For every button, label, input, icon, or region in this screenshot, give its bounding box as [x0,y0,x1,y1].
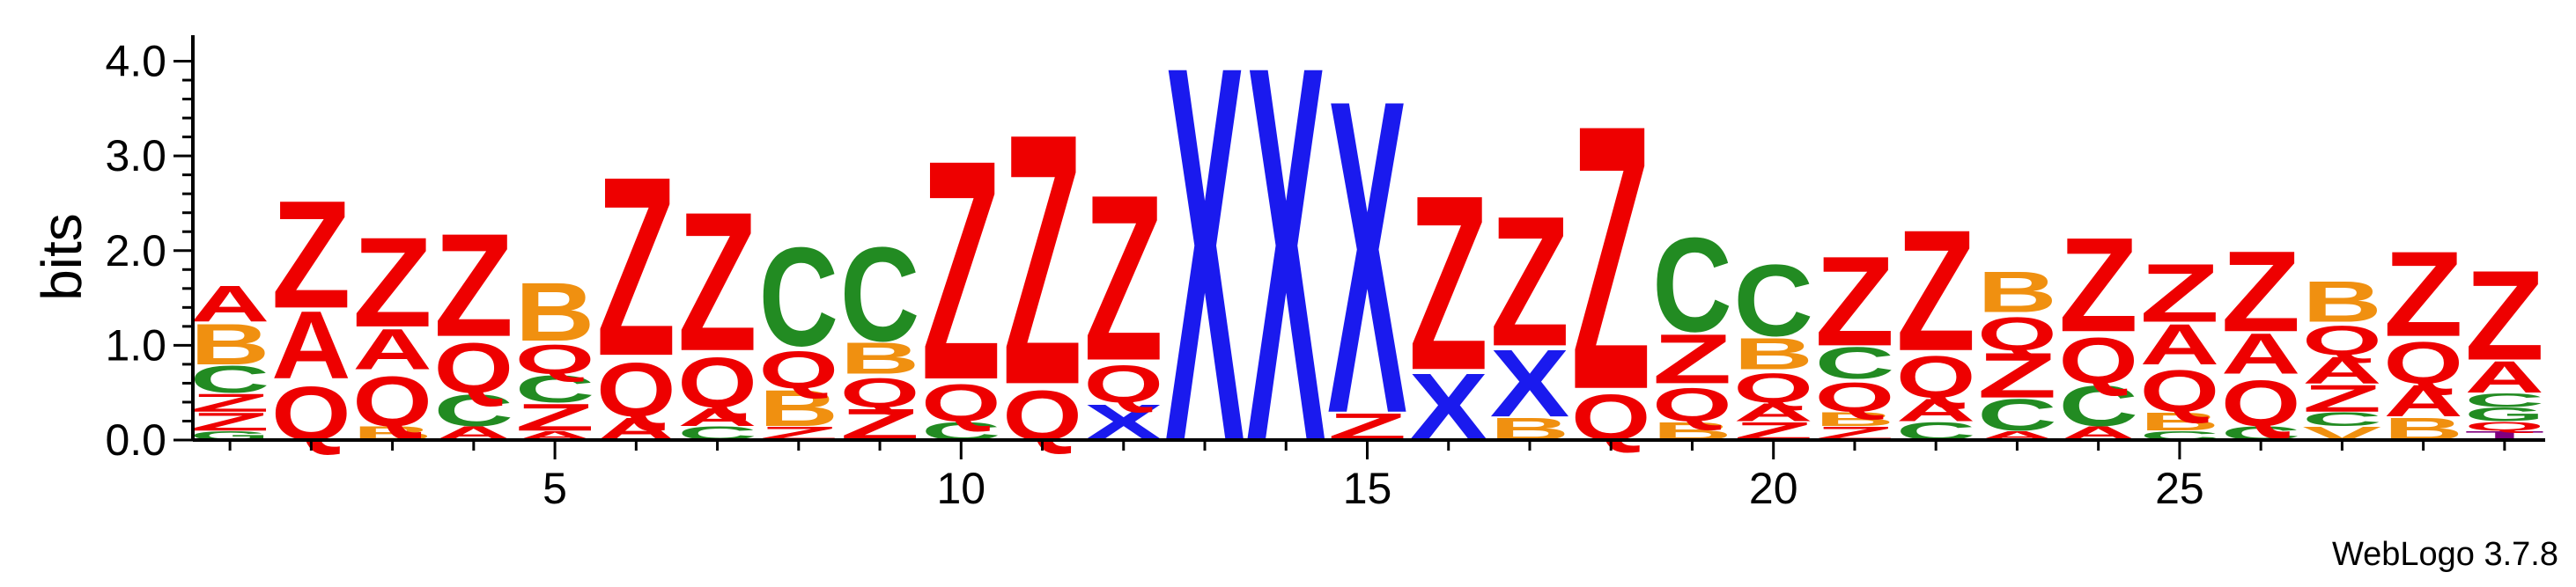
logo-letter-B: B [1977,260,2056,325]
logo-letter-Z: Z [1652,319,1731,398]
y-axis-label: bits [30,213,93,301]
logo-letter-Z: Z [1490,177,1569,385]
logo-letter-B: B [840,334,919,383]
logo-letter-A: A [352,318,432,382]
logo-letter-Z: Z [190,388,269,417]
logo-letter-Z: Z [1084,146,1163,411]
logo-letter-X: X [1490,331,1569,437]
logo-letter-Q: Q [1977,308,2056,361]
weblogo-credit: WebLogo 3.7.8 [2332,536,2558,573]
logo-letter-A: A [2302,349,2381,392]
logo-letter-Z: Z [677,171,757,393]
logo-letter-Q: Q [434,329,513,408]
x-tick-label: 20 [1749,464,1798,513]
logo-letter-B: B [515,266,594,359]
logo-letter-X: X [1246,0,1326,554]
logo-letter-A: A [677,403,757,431]
logo-letter-C: C [434,386,513,436]
logo-letter-Z: Z [2140,247,2219,340]
logo-letter-Q: Q [2383,330,2462,396]
logo-letter-C: C [1815,339,1894,388]
logo-letter-Z: Z [271,170,351,341]
logo-letter-C: C [1977,391,2056,440]
logo-letter-C: C [2302,408,2381,429]
logo-letter-A: A [2465,353,2544,402]
logo-letter-Z: Z [921,94,1000,444]
logo-letter-Z: Z [2221,227,2300,356]
logo-letter-Q: Q [2058,325,2137,398]
x-tick-label: 15 [1343,464,1392,513]
logo-letter-C: C [1734,244,1813,358]
logo-letter-Q: Q [1896,344,1975,410]
logo-letter-Z: Z [1571,48,1650,469]
y-tick-label: 4.0 [105,37,166,86]
logo-letter-Q: Q [2221,367,2300,440]
logo-letter-Z: Z [1002,59,1081,459]
logo-letter-Q: Q [921,373,1000,433]
logo-letter-Q: Q [2465,420,2544,433]
logo-letter-Q: Q [840,370,919,416]
logo-letter-X: X [1165,0,1245,554]
y-tick-label: 3.0 [105,131,166,180]
logo-letter-B: B [2302,270,2381,334]
logo-stacks: GZZCBAQAZBQAZACQZAZCQBAQZCAQZZBQCZQBCCQZ… [190,0,2544,554]
logo-letter-Z: Z [190,407,269,437]
y-tick-label: 2.0 [105,226,166,275]
chart-axes: 0.0 1.0 2.0 3.0 4.0 5 10 15 20 25 [105,35,2545,513]
logo-letter-Z: Z [1409,143,1488,422]
logo-letter-B: B [190,313,269,378]
logo-letter-Z: Z [1815,231,1894,374]
logo-letter-Z: Z [515,396,594,439]
logo-letter-C: C [840,219,919,370]
logo-letter-A: A [1896,393,1975,429]
logo-letter-A: A [2140,313,2219,378]
logo-letter-B: B [1815,408,1894,429]
logo-letter-Z: Z [2058,209,2137,360]
logo-letter-G: G [2465,404,2544,426]
logo-letter-C: C [2058,375,2137,439]
logo-letter-Q: Q [596,347,675,433]
logo-letter-Q: Q [1652,378,1731,431]
x-tick-label: 5 [543,464,567,513]
logo-letter-A: A [2221,322,2300,386]
logo-letter-A: A [190,275,269,333]
logo-letter-Z: Z [2465,245,2544,388]
y-tick-label: 0.0 [105,415,166,465]
logo-letter-B: B [759,379,838,437]
logo-letter-Z: Z [596,123,675,409]
logo-letter-Q: Q [2302,318,2381,364]
logo-letter-Q: Q [2140,358,2219,424]
logo-letter-Q: Q [1084,354,1163,414]
logo-letter-Z: Z [1977,339,2056,411]
logo-letter-C: C [2465,390,2544,411]
logo-letter-A: A [271,292,351,400]
x-tick-label: 25 [2155,464,2204,513]
logo-letter-Z: Z [352,211,432,355]
logo-letter-C: C [1652,209,1731,360]
logo-letter-Q: Q [352,362,432,441]
logo-letter-X: X [1327,6,1407,507]
logo-letter-C: C [515,367,594,410]
logo-letter-Z: Z [434,203,513,367]
logo-letter-B: B [2140,407,2219,436]
x-tick-label: 10 [936,464,985,513]
y-tick-label: 1.0 [105,320,166,370]
logo-letter-B: B [1734,329,1813,378]
logo-letter-A: A [1734,399,1813,427]
logo-letter-Z: Z [1896,194,1975,386]
logo-letter-Q: Q [515,336,594,383]
logo-letter-Q: Q [1815,374,1894,421]
logo-letter-Q: Q [1734,364,1813,411]
logo-letter-Z: Z [2383,226,2462,362]
logo-letter-C: C [190,358,269,401]
logo-letter-A: A [2383,377,2462,426]
logo-letter-Q: Q [759,340,838,400]
logo-letter-C: C [759,219,838,376]
logo-letter-Z: Z [2302,378,2381,421]
logo-letter-Q: Q [677,343,757,422]
